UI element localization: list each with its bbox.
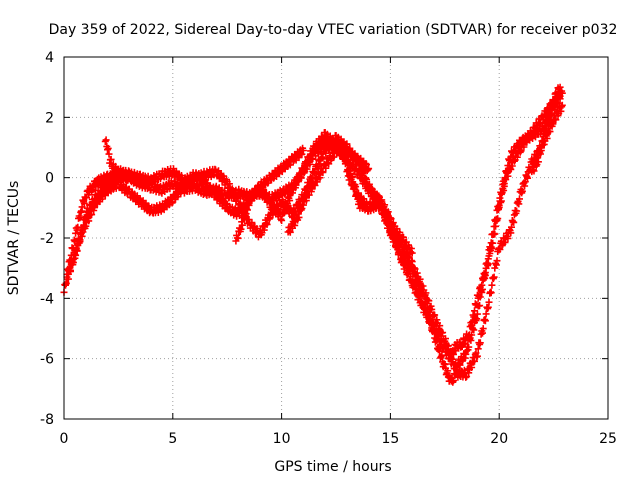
plus-markers — [284, 143, 373, 236]
y-axis-label: SDTVAR / TECUs — [6, 181, 22, 296]
data-marks — [60, 83, 566, 386]
plus-markers — [232, 144, 307, 245]
axis-ticks — [63, 56, 609, 420]
series-track-3 — [101, 136, 133, 184]
x-tick-label: 20 — [490, 431, 508, 447]
x-tick-label: 5 — [168, 431, 177, 447]
plus-markers — [64, 91, 564, 373]
plus-markers — [101, 136, 133, 184]
x-axis-label: GPS time / hours — [274, 459, 391, 475]
tick-labels: 0 5 10 15 20 25 -8 -6 -4 -2 0 2 4 — [40, 50, 617, 447]
y-tick-label: -4 — [40, 291, 54, 307]
y-tick-label: -8 — [40, 412, 54, 428]
x-tick-label: 0 — [60, 431, 69, 447]
x-tick-label: 10 — [273, 431, 291, 447]
grid-lines — [64, 57, 608, 419]
chart-title: Day 359 of 2022, Sidereal Day-to-day VTE… — [49, 22, 618, 38]
series-track-7 — [528, 83, 564, 176]
series-track-6 — [343, 166, 416, 257]
y-tick-label: -2 — [40, 231, 54, 247]
plus-markers — [343, 166, 416, 257]
x-tick-label: 25 — [599, 431, 617, 447]
series-track-4 — [232, 144, 307, 245]
plus-markers — [528, 83, 564, 176]
x-tick-label: 15 — [381, 431, 399, 447]
series-track-5 — [284, 143, 373, 236]
plus-markers — [60, 87, 566, 362]
y-tick-label: 4 — [45, 50, 54, 66]
series-track-0 — [60, 87, 566, 362]
y-tick-label: 0 — [45, 171, 54, 187]
y-tick-label: 2 — [45, 110, 54, 126]
series-track-2 — [64, 91, 564, 373]
y-tick-label: -6 — [40, 352, 54, 368]
